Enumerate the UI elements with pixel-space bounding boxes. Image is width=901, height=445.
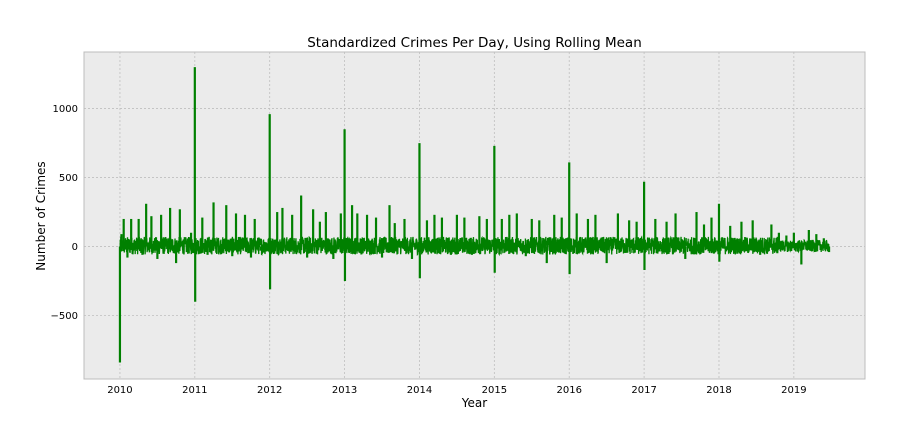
x-tick-label: 2013 <box>332 385 357 396</box>
x-tick-label: 2017 <box>631 385 656 396</box>
y-axis-label: Number of Crimes <box>34 161 48 270</box>
y-tick-label: −500 <box>51 311 78 322</box>
plot-area <box>83 51 866 380</box>
x-tick-label: 2014 <box>407 385 432 396</box>
tick-labels: 2010 2011 2012 2013 2014 2015 2016 2017 2018 2019… <box>51 104 807 396</box>
y-tick-label: 1000 <box>53 104 78 115</box>
x-tick-label: 2012 <box>257 385 282 396</box>
y-tick-label: 0 <box>72 242 78 253</box>
x-tick-label: 2019 <box>781 385 806 396</box>
y-tick-label: 500 <box>59 173 78 184</box>
chart-title: Standardized Crimes Per Day, Using Rolli… <box>307 35 642 51</box>
x-tick-label: 2016 <box>556 385 581 396</box>
x-tick-label: 2015 <box>482 385 507 396</box>
series-layer <box>118 67 831 363</box>
x-tick-label: 2018 <box>706 385 731 396</box>
x-tick-label: 2010 <box>107 385 132 396</box>
x-tick-label: 2011 <box>182 385 207 396</box>
x-axis-label: Year <box>461 396 487 410</box>
